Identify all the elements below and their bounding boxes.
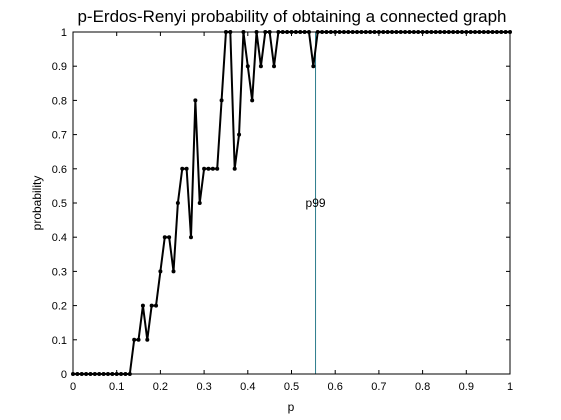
data-point — [210, 166, 215, 171]
data-point — [175, 201, 180, 205]
data-point — [149, 303, 154, 308]
data-point — [197, 201, 202, 205]
annotation-label: p99 — [306, 196, 326, 210]
data-point — [180, 166, 185, 171]
annotation-layer: p99 — [306, 32, 326, 374]
y-tick-label: 0.3 — [52, 266, 67, 278]
data-point — [193, 98, 198, 103]
data-point — [219, 98, 224, 103]
data-point — [145, 337, 150, 342]
data-point — [188, 235, 193, 240]
y-tick-label: 0.2 — [52, 301, 67, 313]
x-axis-label: p — [288, 400, 295, 414]
data-point — [158, 269, 163, 274]
x-tick-label: 0.1 — [109, 381, 124, 393]
x-tick-label: 0.8 — [415, 381, 430, 393]
x-tick-label: 0.2 — [153, 381, 168, 393]
data-point — [202, 166, 207, 171]
data-point — [140, 303, 145, 308]
data-point — [167, 235, 172, 240]
y-tick-label: 0 — [61, 369, 67, 381]
x-tick-label: 0.6 — [328, 381, 343, 393]
data-point — [258, 64, 263, 69]
axes-layer: 0 0.1 0.2 0.3 0.4 0.5 0.6 0.7 0.8 0.9 1 0 0.1 0.2 0.3 0… — [52, 27, 513, 393]
plot-background — [73, 32, 510, 374]
data-point — [132, 337, 137, 342]
y-axis-label: probability — [30, 176, 44, 231]
y-tick-label: 0.5 — [52, 198, 67, 210]
x-tick-label: 0.9 — [459, 381, 474, 393]
x-tick-label: 1 — [507, 381, 513, 393]
x-tick-label: 0.5 — [284, 381, 299, 393]
data-point — [184, 166, 189, 171]
x-tick-label: 0.3 — [196, 381, 211, 393]
data-point — [206, 166, 211, 171]
data-point — [162, 235, 167, 240]
data-point — [136, 337, 141, 342]
data-point — [171, 269, 176, 274]
data-point — [154, 303, 159, 308]
y-tick-label: 0.4 — [52, 232, 67, 244]
data-point — [272, 64, 277, 69]
chart-title: p-Erdos-Renyi probability of obtaining a… — [77, 7, 506, 26]
y-tick-label: 0.9 — [52, 61, 67, 73]
data-point — [245, 64, 250, 69]
data-point — [215, 166, 220, 171]
x-tick-label: 0 — [70, 381, 76, 393]
data-point — [237, 132, 242, 137]
y-tick-label: 0.7 — [52, 130, 67, 142]
y-tick-label: 0.1 — [52, 335, 67, 347]
x-tick-label: 0.4 — [240, 381, 255, 393]
y-tick-label: 0.6 — [52, 164, 67, 176]
x-tick-label: 0.7 — [371, 381, 386, 393]
y-tick-label: 1 — [61, 27, 67, 39]
data-point — [232, 166, 237, 171]
data-point — [250, 98, 255, 103]
y-tick-label: 0.8 — [52, 95, 67, 107]
data-point — [311, 64, 316, 69]
plot-area — [73, 32, 510, 374]
